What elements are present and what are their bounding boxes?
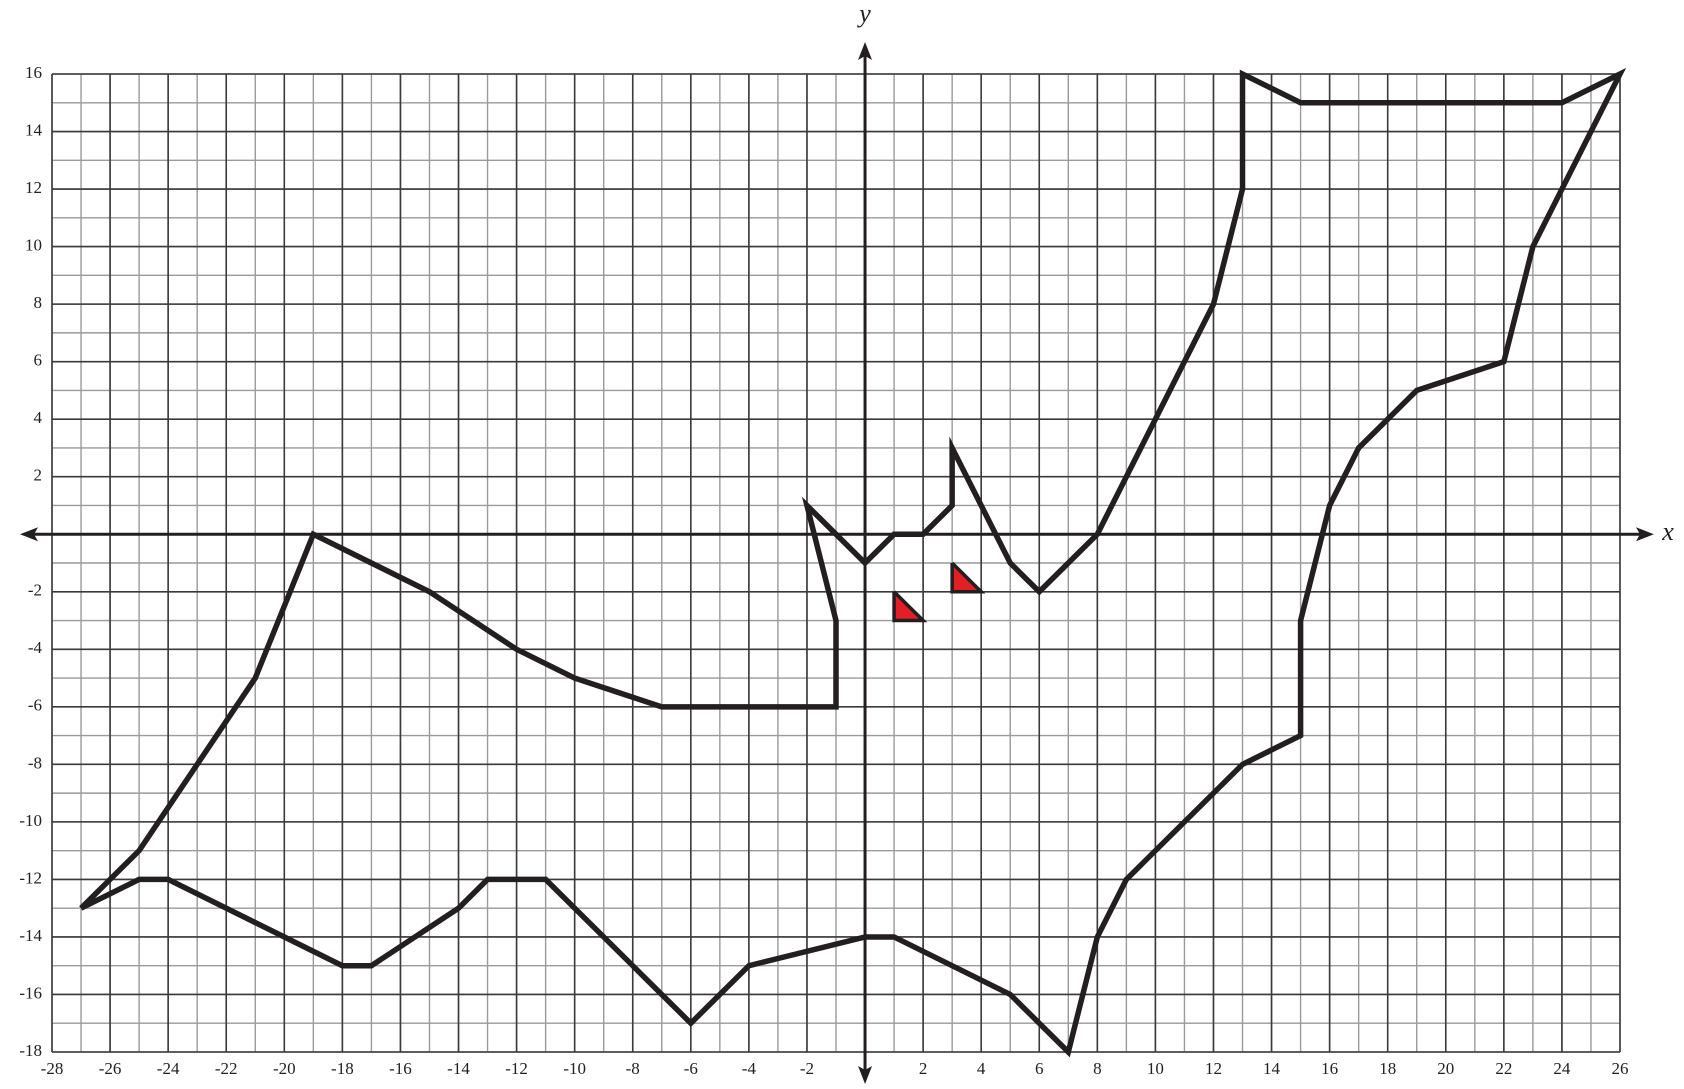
y-tick-label: -18 <box>19 1041 42 1060</box>
x-tick-label: -18 <box>331 1059 354 1078</box>
x-tick-label: -16 <box>389 1059 412 1078</box>
y-tick-label: 12 <box>25 178 42 197</box>
y-tick-label: 2 <box>34 466 43 485</box>
axis-arrow <box>20 527 38 542</box>
axis-arrow <box>858 42 873 60</box>
x-tick-label: 26 <box>1612 1059 1629 1078</box>
y-tick-label: -12 <box>19 868 42 887</box>
y-tick-label: -2 <box>28 581 42 600</box>
y-tick-label: -16 <box>19 983 42 1002</box>
axis-arrow <box>858 1066 873 1084</box>
x-tick-label: 12 <box>1205 1059 1222 1078</box>
x-tick-label: 4 <box>977 1059 986 1078</box>
x-tick-label: 22 <box>1495 1059 1512 1078</box>
x-tick-label: -4 <box>742 1059 757 1078</box>
y-tick-label: 14 <box>25 120 43 139</box>
x-tick-label: -10 <box>563 1059 586 1078</box>
y-tick-label: -10 <box>19 811 42 830</box>
y-axis-title: y <box>856 0 871 28</box>
y-tick-label: 8 <box>34 293 43 312</box>
x-tick-label: -24 <box>157 1059 180 1078</box>
x-tick-label: -28 <box>41 1059 64 1078</box>
y-tick-label: 16 <box>25 63 42 82</box>
x-tick-label: -22 <box>215 1059 238 1078</box>
x-tick-label: 16 <box>1321 1059 1338 1078</box>
y-tick-label: -6 <box>28 696 42 715</box>
x-tick-label: -6 <box>684 1059 698 1078</box>
x-tick-label: -8 <box>626 1059 640 1078</box>
x-tick-label: -14 <box>447 1059 470 1078</box>
y-tick-label: -4 <box>28 638 43 657</box>
outline <box>79 67 1627 1058</box>
x-tick-label: 24 <box>1553 1059 1571 1078</box>
y-tick-label: 6 <box>34 351 43 370</box>
x-tick-label: 6 <box>1035 1059 1044 1078</box>
y-tick-label: 10 <box>25 235 42 254</box>
x-axis-title: x <box>1661 517 1674 546</box>
x-tick-label: 2 <box>919 1059 928 1078</box>
x-tick-label: 18 <box>1379 1059 1396 1078</box>
x-tick-label: -20 <box>273 1059 296 1078</box>
x-tick-label: 20 <box>1437 1059 1454 1078</box>
y-tick-label: -8 <box>28 753 42 772</box>
x-tick-label: -2 <box>800 1059 814 1078</box>
y-tick-label: -14 <box>19 926 42 945</box>
eye <box>892 590 928 623</box>
x-tick-label: 14 <box>1263 1059 1281 1078</box>
x-tick-label: 8 <box>1093 1059 1102 1078</box>
eye <box>950 561 986 594</box>
x-tick-label: -12 <box>505 1059 528 1078</box>
x-tick-label: -26 <box>99 1059 122 1078</box>
y-tick-label: 4 <box>34 408 43 427</box>
axis-arrow <box>1636 527 1654 542</box>
x-tick-label: 10 <box>1147 1059 1164 1078</box>
